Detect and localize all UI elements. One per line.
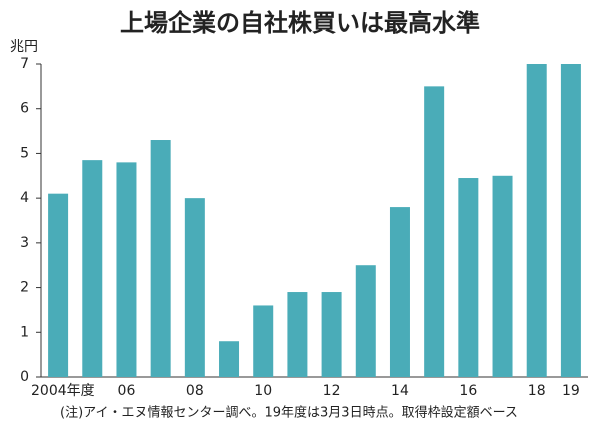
- x-tick-label: 06: [118, 383, 136, 399]
- bar: [321, 292, 342, 377]
- x-tick-label: 19: [562, 383, 580, 399]
- bar: [287, 292, 308, 377]
- y-tick-label: 0: [20, 369, 29, 385]
- bar: [424, 86, 445, 377]
- bar: [150, 140, 171, 377]
- y-tick-label: 1: [20, 324, 29, 340]
- bar: [82, 160, 103, 377]
- bar: [526, 64, 547, 377]
- x-tick-label: 2004年度: [31, 383, 95, 399]
- bar: [560, 64, 581, 377]
- x-tick-label: 18: [528, 383, 546, 399]
- y-tick-label: 5: [20, 145, 29, 161]
- bar: [355, 265, 376, 377]
- x-tick-label: 10: [254, 383, 272, 399]
- bar: [458, 178, 479, 377]
- bar: [184, 198, 205, 377]
- y-tick-label: 6: [20, 101, 29, 117]
- bar: [219, 341, 240, 377]
- x-tick-label: 16: [459, 383, 477, 399]
- x-tick-label: 08: [186, 383, 204, 399]
- y-tick-label: 3: [20, 235, 29, 251]
- bar: [116, 162, 137, 377]
- x-tick-label: 14: [391, 383, 409, 399]
- chart-title: 上場企業の自社株買いは最高水準: [120, 9, 480, 37]
- bar: [253, 305, 274, 377]
- y-tick-label: 2: [20, 280, 29, 296]
- y-unit: 兆円: [10, 39, 38, 55]
- note: (注)アイ・エヌ情報センター調べ。19年度は3月3日時点。取得枠設定額ベース: [60, 405, 518, 421]
- y-tick-label: 4: [20, 190, 29, 206]
- bar: [389, 207, 410, 377]
- bar: [492, 175, 513, 377]
- bar: [48, 193, 69, 377]
- y-tick-label: 7: [20, 56, 29, 72]
- x-tick-label: 12: [323, 383, 341, 399]
